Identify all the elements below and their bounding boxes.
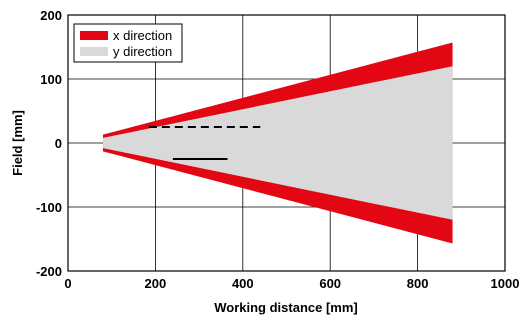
y-tick-label: -200 (36, 264, 62, 279)
legend: x direction y direction (73, 23, 183, 63)
y-tick-label: 0 (55, 136, 62, 151)
x-tick-label: 0 (64, 276, 71, 291)
legend-label-y-direction: y direction (113, 44, 172, 59)
annotations (148, 126, 261, 160)
y-axis-title: Field [mm] (10, 110, 25, 176)
x-tick-label: 400 (232, 276, 254, 291)
x-tick-label: 200 (145, 276, 167, 291)
series-area-y-direction (102, 66, 453, 220)
plot-border (67, 14, 506, 272)
x-tick-label: 1000 (491, 276, 520, 291)
y-tick-label: 200 (40, 8, 62, 23)
x-tick-label: 600 (319, 276, 341, 291)
x-tick-label: 800 (407, 276, 429, 291)
legend-swatch-y-direction (80, 47, 108, 56)
legend-swatch-x-direction (80, 31, 108, 40)
series-layer (102, 42, 453, 244)
y-tick-label: 100 (40, 72, 62, 87)
y-tick-label: -100 (36, 200, 62, 215)
x-axis-title: Working distance [mm] (214, 300, 358, 315)
legend-label-x-direction: x direction (113, 28, 172, 43)
